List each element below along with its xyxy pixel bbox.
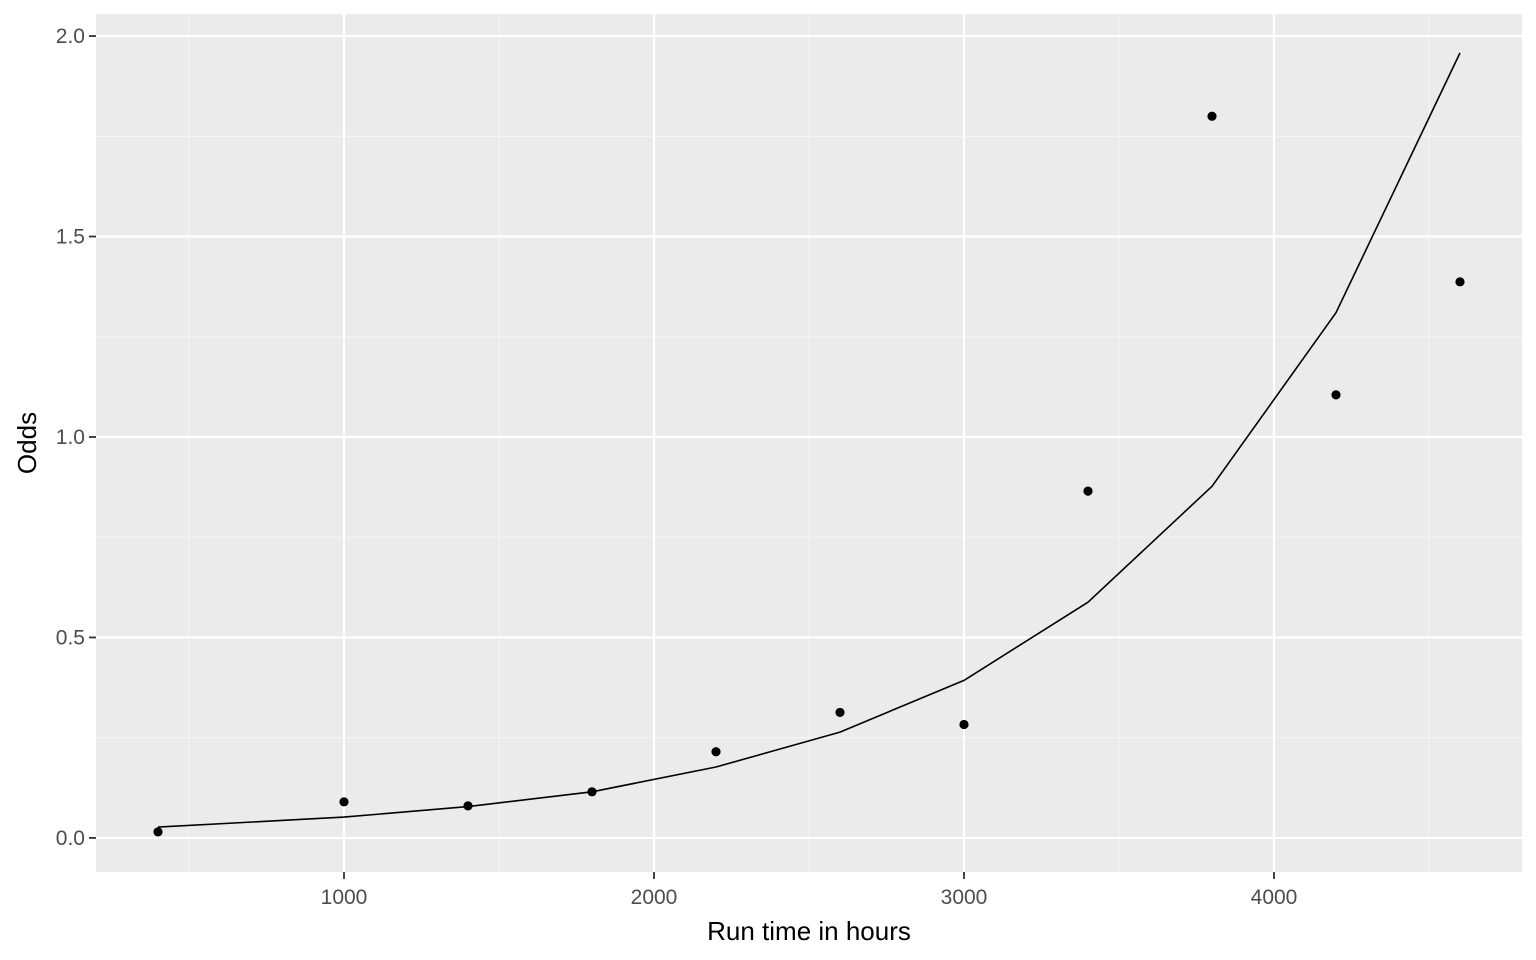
data-point	[711, 747, 721, 757]
observed-points-series	[153, 111, 1465, 837]
y-axis-title: Odds	[12, 412, 42, 474]
x-tick-label: 1000	[321, 886, 368, 909]
y-tick-label: 2.0	[56, 25, 85, 48]
minor-gridlines	[96, 14, 1522, 872]
x-axis-title: Run time in hours	[707, 916, 911, 946]
x-tick-label: 4000	[1251, 886, 1298, 909]
x-tick-label: 2000	[631, 886, 678, 909]
y-axis-ticks	[89, 35, 96, 839]
y-tick-label: 1.5	[56, 226, 85, 249]
data-point	[153, 827, 163, 837]
data-point	[463, 801, 473, 811]
data-point	[1331, 390, 1341, 400]
y-tick-label: 0.5	[56, 626, 85, 649]
data-point	[1455, 277, 1465, 287]
y-tick-label: 1.0	[56, 426, 85, 449]
data-point	[1207, 111, 1217, 121]
data-point	[339, 797, 349, 807]
fitted-line	[157, 52, 1461, 828]
x-tick-label: 3000	[941, 886, 988, 909]
data-point	[959, 719, 969, 730]
y-axis-tick-labels: 0.0 0.5 1.0 1.5 2.0	[56, 25, 85, 850]
data-point	[835, 707, 845, 718]
y-tick-label: 0.0	[56, 827, 85, 850]
x-axis-tick-labels: 1000 2000 3000 4000	[321, 886, 1298, 909]
major-gridlines	[96, 14, 1522, 872]
fitted-line-series	[157, 52, 1461, 828]
data-point	[1083, 486, 1093, 496]
x-axis-ticks	[343, 872, 1275, 879]
data-point	[587, 787, 597, 797]
